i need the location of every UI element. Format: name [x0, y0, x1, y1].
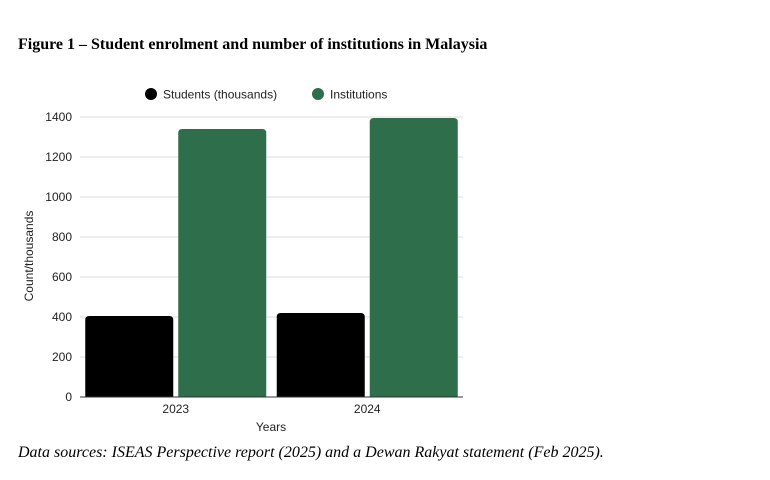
legend-label: Institutions: [330, 88, 387, 102]
bar-chart: 0 200 400 600 800 1000 1200 1400 2023 2024 Years…: [22, 88, 463, 434]
y-tick-labels: 0 200 400 600 800 1000 1200 1400: [45, 110, 72, 404]
x-tick-label: 2023: [162, 402, 189, 416]
x-axis-label: Years: [256, 420, 286, 434]
legend-marker: [145, 88, 157, 100]
y-tick-label: 0: [65, 390, 72, 404]
x-tick-labels: 2023 2024: [162, 402, 381, 416]
y-axis-label: Count/thousands: [22, 211, 36, 302]
bar-students-2024: [276, 313, 365, 397]
legend-marker: [312, 88, 324, 100]
y-tick-label: 600: [52, 270, 72, 284]
y-tick-label: 1400: [45, 110, 72, 124]
y-tick-label: 1000: [45, 190, 72, 204]
bar-institutions-2024: [369, 118, 458, 397]
x-tick-label: 2024: [354, 402, 381, 416]
y-tick-label: 1200: [45, 150, 72, 164]
legend: Students (thousands) Institutions: [145, 88, 387, 102]
y-tick-label: 200: [52, 350, 72, 364]
y-tick-label: 800: [52, 230, 72, 244]
data-sources-caption: Data sources: ISEAS Perspective report (…: [18, 444, 604, 461]
y-tick-label: 400: [52, 310, 72, 324]
bar-students-2023: [85, 316, 174, 397]
legend-label: Students (thousands): [163, 88, 277, 102]
bar-institutions-2023: [178, 129, 267, 397]
bars: [85, 118, 458, 397]
figure-title: Figure 1 – Student enrolment and number …: [18, 36, 488, 53]
